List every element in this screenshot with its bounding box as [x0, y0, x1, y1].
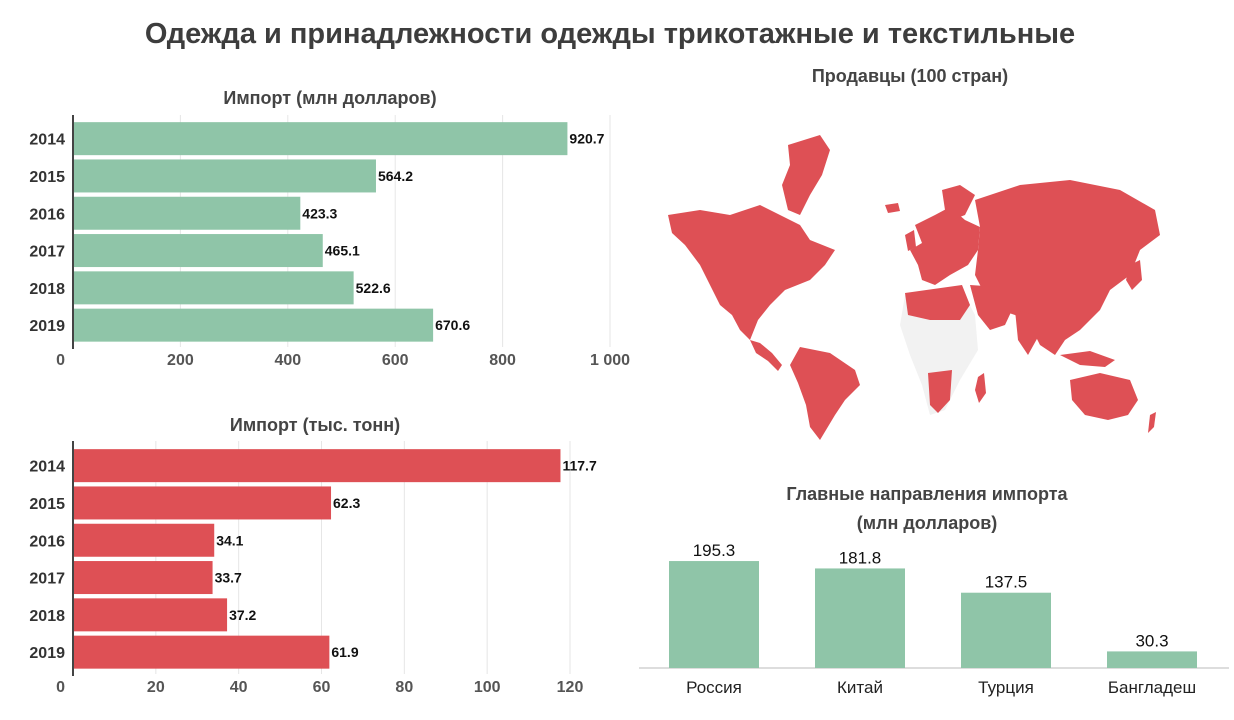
x-tick-label: 600 — [382, 352, 409, 369]
map-region-scandinavia — [942, 185, 975, 220]
x-tick-label: 60 — [313, 679, 331, 696]
x-tick-label: 100 — [474, 679, 501, 696]
bar-value-label: 465.1 — [325, 243, 360, 259]
y-category-label: 2015 — [29, 496, 65, 513]
map-region-iceland — [885, 203, 900, 213]
bar — [73, 449, 561, 483]
bar-value-label: 37.2 — [229, 607, 256, 623]
x-tick-label: 20 — [147, 679, 165, 696]
x-category-label: Россия — [686, 678, 742, 697]
world-map — [660, 115, 1170, 445]
y-category-label: 2016 — [29, 533, 65, 550]
chart-title-destinations: Главные направления импорта — [786, 484, 1068, 504]
bar — [73, 635, 330, 669]
bar — [961, 592, 1051, 668]
y-category-label: 2016 — [29, 206, 65, 223]
bar-value-label: 920.7 — [569, 131, 604, 147]
x-tick-label: 200 — [167, 352, 194, 369]
map-region-se-asia — [1060, 351, 1115, 367]
bar — [73, 122, 568, 156]
bar-value-label: 30.3 — [1135, 631, 1168, 650]
bar — [815, 568, 905, 668]
bar-value-label: 564.2 — [378, 168, 413, 184]
map-region-central-america — [750, 340, 782, 371]
chart-title-import-tonnes: Импорт (тыс. тонн) — [229, 415, 401, 435]
x-tick-label: 0 — [56, 679, 65, 696]
y-category-label: 2015 — [29, 169, 65, 186]
map-region-madagascar — [975, 373, 986, 403]
bar-value-label: 33.7 — [215, 570, 242, 586]
x-tick-label: 80 — [395, 679, 413, 696]
bar-value-label: 137.5 — [985, 573, 1028, 592]
y-category-label: 2014 — [29, 132, 65, 149]
chart-title-import-value: Импорт (млн долларов) — [223, 88, 437, 108]
bar — [1107, 651, 1197, 668]
bar-value-label: 61.9 — [331, 644, 358, 660]
y-category-label: 2017 — [29, 571, 65, 588]
bar-value-label: 117.7 — [562, 458, 596, 474]
bar-value-label: 34.1 — [216, 532, 243, 548]
y-category-label: 2019 — [29, 318, 65, 335]
bar — [73, 598, 228, 632]
bar-value-label: 195.3 — [693, 541, 736, 560]
bar-value-label: 423.3 — [302, 205, 337, 221]
bar — [73, 561, 213, 595]
map-region-australia — [1070, 373, 1138, 420]
world-map-svg — [668, 135, 1160, 440]
x-tick-label: 0 — [56, 352, 65, 369]
map-region-africa-south — [928, 370, 952, 413]
x-category-label: Бангладеш — [1108, 678, 1196, 697]
bar — [669, 561, 759, 668]
bar — [73, 308, 434, 342]
y-category-label: 2014 — [29, 459, 65, 476]
map-region-middle-east — [970, 285, 1012, 330]
map-title: Продавцы (100 стран) — [811, 66, 1009, 86]
map-region-europe — [910, 207, 980, 285]
x-tick-label: 120 — [557, 679, 584, 696]
map-region-japan — [1126, 260, 1142, 290]
bar — [73, 486, 332, 520]
x-category-label: Турция — [978, 678, 1034, 697]
y-category-label: 2017 — [29, 244, 65, 261]
x-tick-label: 800 — [489, 352, 516, 369]
y-category-label: 2018 — [29, 608, 65, 625]
x-tick-label: 1 000 — [590, 352, 630, 369]
y-category-label: 2018 — [29, 281, 65, 298]
map-region-india — [1015, 310, 1038, 355]
bar — [73, 159, 376, 193]
x-category-label: Китай — [837, 678, 883, 697]
map-region-greenland — [782, 135, 830, 215]
y-category-label: 2019 — [29, 645, 65, 662]
bar-value-label: 62.3 — [333, 495, 360, 511]
map-region-north-america — [668, 205, 835, 340]
x-tick-label: 400 — [274, 352, 301, 369]
bar — [73, 523, 215, 557]
bar-value-label: 670.6 — [435, 317, 470, 333]
chart-subtitle-destinations: (млн долларов) — [856, 513, 998, 533]
map-region-uk — [905, 230, 916, 251]
bar-value-label: 181.8 — [839, 548, 882, 567]
bar-value-label: 522.6 — [356, 280, 391, 296]
import-value-chart: 0 200 400 600 800 1 000 2014 920.7 2015 564.2 2016… — [29, 115, 630, 369]
import-tonnes-chart: 0 20 40 60 80 100 120 2014 117.7 2015 62.3 2016 34.1… — [29, 441, 597, 696]
map-region-africa-north — [905, 285, 970, 320]
destinations-chart: 195.3 Россия 181.8 Китай 137.5 Турция 30.3 Банг… — [639, 541, 1229, 697]
page-title: Одежда и принадлежности одежды трикотажн… — [144, 18, 1076, 50]
map-region-new-zealand — [1148, 412, 1156, 433]
x-tick-label: 40 — [230, 679, 248, 696]
bar — [73, 196, 301, 230]
bar — [73, 271, 354, 305]
bar — [73, 234, 323, 268]
map-region-south-america — [790, 347, 860, 440]
map-region-asia — [975, 180, 1160, 355]
